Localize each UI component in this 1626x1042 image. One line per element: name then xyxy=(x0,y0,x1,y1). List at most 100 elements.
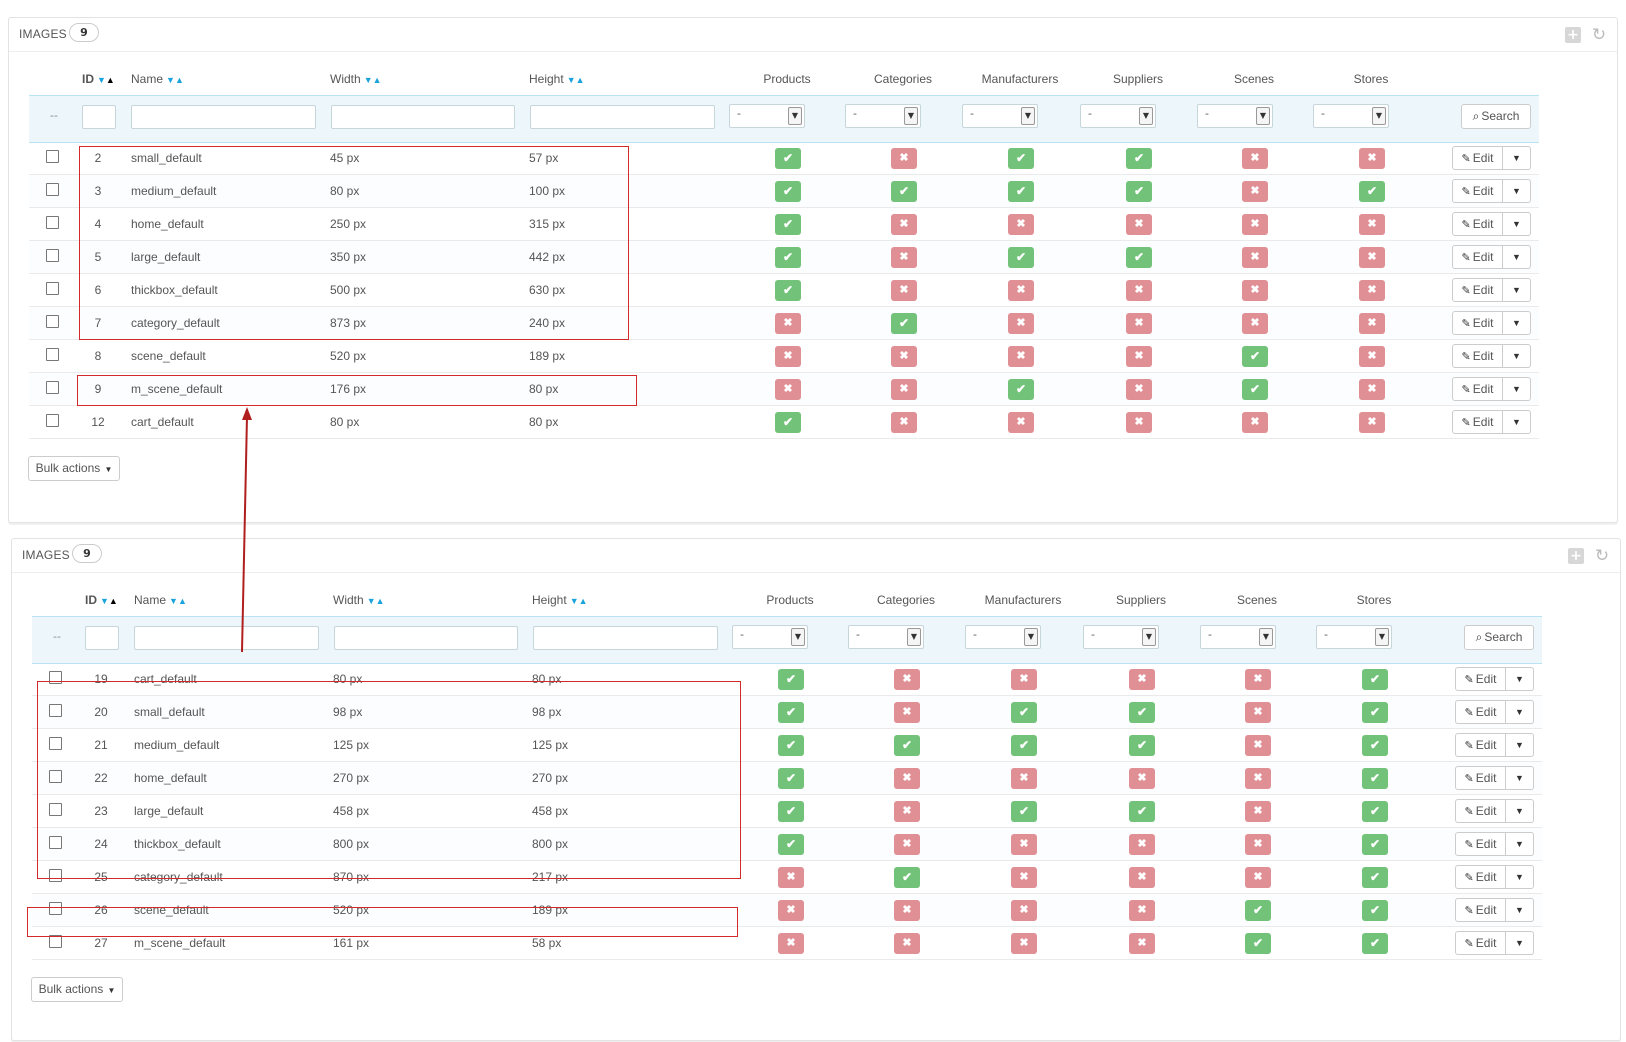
cross-icon[interactable]: ✖ xyxy=(1129,867,1155,888)
caret-down-icon[interactable]: ▼ xyxy=(1506,931,1534,955)
cross-icon[interactable]: ✖ xyxy=(1129,768,1155,789)
check-icon[interactable]: ✔ xyxy=(1362,768,1388,789)
sort-desc-icon[interactable]: ▼ xyxy=(100,596,109,606)
cross-icon[interactable]: ✖ xyxy=(1245,702,1271,723)
check-icon[interactable]: ✔ xyxy=(778,801,804,822)
add-icon[interactable]: + xyxy=(1568,548,1584,564)
cross-icon[interactable]: ✖ xyxy=(778,933,804,954)
filter-suppliers-select[interactable]: - ▼ xyxy=(1083,625,1159,649)
check-icon[interactable]: ✔ xyxy=(1362,735,1388,756)
check-icon[interactable]: ✔ xyxy=(1011,702,1037,723)
refresh-icon[interactable]: ↻ xyxy=(1591,25,1607,45)
check-icon[interactable]: ✔ xyxy=(1362,867,1388,888)
cross-icon[interactable]: ✖ xyxy=(1245,735,1271,756)
cross-icon[interactable]: ✖ xyxy=(894,801,920,822)
cross-icon[interactable]: ✖ xyxy=(894,669,920,690)
sort-desc-icon[interactable]: ▼ xyxy=(366,596,376,606)
check-icon[interactable]: ✔ xyxy=(1245,900,1271,921)
check-icon[interactable]: ✔ xyxy=(1359,181,1385,202)
filter-manufacturers-select[interactable]: - ▼ xyxy=(962,104,1038,128)
add-icon[interactable]: + xyxy=(1565,27,1581,43)
bulk-actions-button[interactable]: Bulk actions ▼ xyxy=(28,456,120,481)
cross-icon[interactable]: ✖ xyxy=(1126,412,1152,433)
edit-button[interactable]: ✎ Edit xyxy=(1452,278,1503,302)
check-icon[interactable]: ✔ xyxy=(1362,669,1388,690)
filter-height-input[interactable] xyxy=(533,626,718,650)
sort-asc-icon[interactable]: ▲ xyxy=(372,75,382,85)
sort-asc-icon[interactable]: ▲ xyxy=(375,596,385,606)
row-checkbox[interactable] xyxy=(46,183,59,196)
check-icon[interactable]: ✔ xyxy=(891,313,917,334)
check-icon[interactable]: ✔ xyxy=(1126,148,1152,169)
cross-icon[interactable]: ✖ xyxy=(894,834,920,855)
check-icon[interactable]: ✔ xyxy=(891,181,917,202)
sort-desc-icon[interactable]: ▼ xyxy=(566,75,576,85)
check-icon[interactable]: ✔ xyxy=(1008,379,1034,400)
edit-button[interactable]: ✎ Edit xyxy=(1452,410,1503,434)
row-checkbox[interactable] xyxy=(49,671,62,684)
cross-icon[interactable]: ✖ xyxy=(778,900,804,921)
check-icon[interactable]: ✔ xyxy=(1245,933,1271,954)
check-icon[interactable]: ✔ xyxy=(775,412,801,433)
caret-down-icon[interactable]: ▼ xyxy=(1503,311,1531,335)
row-checkbox[interactable] xyxy=(49,869,62,882)
search-button[interactable]: ⌕ Search xyxy=(1461,104,1531,129)
filter-scenes-select[interactable]: - ▼ xyxy=(1200,625,1276,649)
sort-desc-icon[interactable]: ▼ xyxy=(166,75,175,85)
cross-icon[interactable]: ✖ xyxy=(1126,379,1152,400)
check-icon[interactable]: ✔ xyxy=(778,702,804,723)
row-checkbox[interactable] xyxy=(49,836,62,849)
edit-button[interactable]: ✎ Edit xyxy=(1452,212,1503,236)
check-icon[interactable]: ✔ xyxy=(1011,735,1037,756)
check-icon[interactable]: ✔ xyxy=(1362,933,1388,954)
check-icon[interactable]: ✔ xyxy=(1126,181,1152,202)
edit-button[interactable]: ✎ Edit xyxy=(1452,146,1503,170)
cross-icon[interactable]: ✖ xyxy=(1359,346,1385,367)
row-checkbox[interactable] xyxy=(49,803,62,816)
caret-down-icon[interactable]: ▼ xyxy=(1503,146,1531,170)
filter-manufacturers-select[interactable]: - ▼ xyxy=(965,625,1041,649)
table-row[interactable]: 25 category_default 870 px 217 px ✖ ✔ ✖ ✖ ✖ ✔ ✎ Edi… xyxy=(32,861,1542,894)
caret-down-icon[interactable]: ▼ xyxy=(1503,410,1531,434)
cross-icon[interactable]: ✖ xyxy=(1011,900,1037,921)
cross-icon[interactable]: ✖ xyxy=(1011,834,1037,855)
table-row[interactable]: 24 thickbox_default 800 px 800 px ✔ ✖ ✖ ✖ ✖ ✔ ✎ Edi… xyxy=(32,828,1542,861)
cross-icon[interactable]: ✖ xyxy=(778,867,804,888)
row-checkbox[interactable] xyxy=(46,282,59,295)
filter-products-select[interactable]: - ▼ xyxy=(729,104,805,128)
cross-icon[interactable]: ✖ xyxy=(891,379,917,400)
filter-categories-select[interactable]: - ▼ xyxy=(848,625,924,649)
sort-desc-icon[interactable]: ▼ xyxy=(363,75,373,85)
column-header-id[interactable]: ID ▼▲ xyxy=(82,72,115,86)
edit-button[interactable]: ✎ Edit xyxy=(1455,700,1506,724)
cross-icon[interactable]: ✖ xyxy=(1129,834,1155,855)
cross-icon[interactable]: ✖ xyxy=(894,900,920,921)
check-icon[interactable]: ✔ xyxy=(1362,801,1388,822)
cross-icon[interactable]: ✖ xyxy=(1126,280,1152,301)
caret-down-icon[interactable]: ▼ xyxy=(1506,733,1534,757)
edit-button[interactable]: ✎ Edit xyxy=(1455,898,1506,922)
edit-button[interactable]: ✎ Edit xyxy=(1452,377,1503,401)
row-checkbox[interactable] xyxy=(49,935,62,948)
cross-icon[interactable]: ✖ xyxy=(1245,669,1271,690)
bulk-actions-button[interactable]: Bulk actions ▼ xyxy=(31,977,123,1002)
check-icon[interactable]: ✔ xyxy=(894,735,920,756)
row-checkbox[interactable] xyxy=(49,737,62,750)
check-icon[interactable]: ✔ xyxy=(894,867,920,888)
filter-categories-select[interactable]: - ▼ xyxy=(845,104,921,128)
table-row[interactable]: 19 cart_default 80 px 80 px ✔ ✖ ✖ ✖ ✖ ✔ ✎ Edit ▼ xyxy=(32,663,1542,696)
edit-button[interactable]: ✎ Edit xyxy=(1452,245,1503,269)
column-header-width[interactable]: Width ▼▲ xyxy=(333,593,385,607)
cross-icon[interactable]: ✖ xyxy=(1011,867,1037,888)
table-row[interactable]: 23 large_default 458 px 458 px ✔ ✖ ✔ ✔ ✖ ✔ ✎ Edit ▼ xyxy=(32,795,1542,828)
table-row[interactable]: 4 home_default 250 px 315 px ✔ ✖ ✖ ✖ ✖ ✖ ✎ Edit ▼ xyxy=(29,208,1539,241)
column-header-height[interactable]: Height ▼▲ xyxy=(529,72,585,86)
cross-icon[interactable]: ✖ xyxy=(1008,280,1034,301)
cross-icon[interactable]: ✖ xyxy=(1359,148,1385,169)
cross-icon[interactable]: ✖ xyxy=(891,247,917,268)
edit-button[interactable]: ✎ Edit xyxy=(1455,865,1506,889)
table-row[interactable]: 12 cart_default 80 px 80 px ✔ ✖ ✖ ✖ ✖ ✖ ✎ Edit ▼ xyxy=(29,406,1539,439)
edit-button[interactable]: ✎ Edit xyxy=(1455,799,1506,823)
check-icon[interactable]: ✔ xyxy=(775,280,801,301)
row-checkbox[interactable] xyxy=(46,414,59,427)
